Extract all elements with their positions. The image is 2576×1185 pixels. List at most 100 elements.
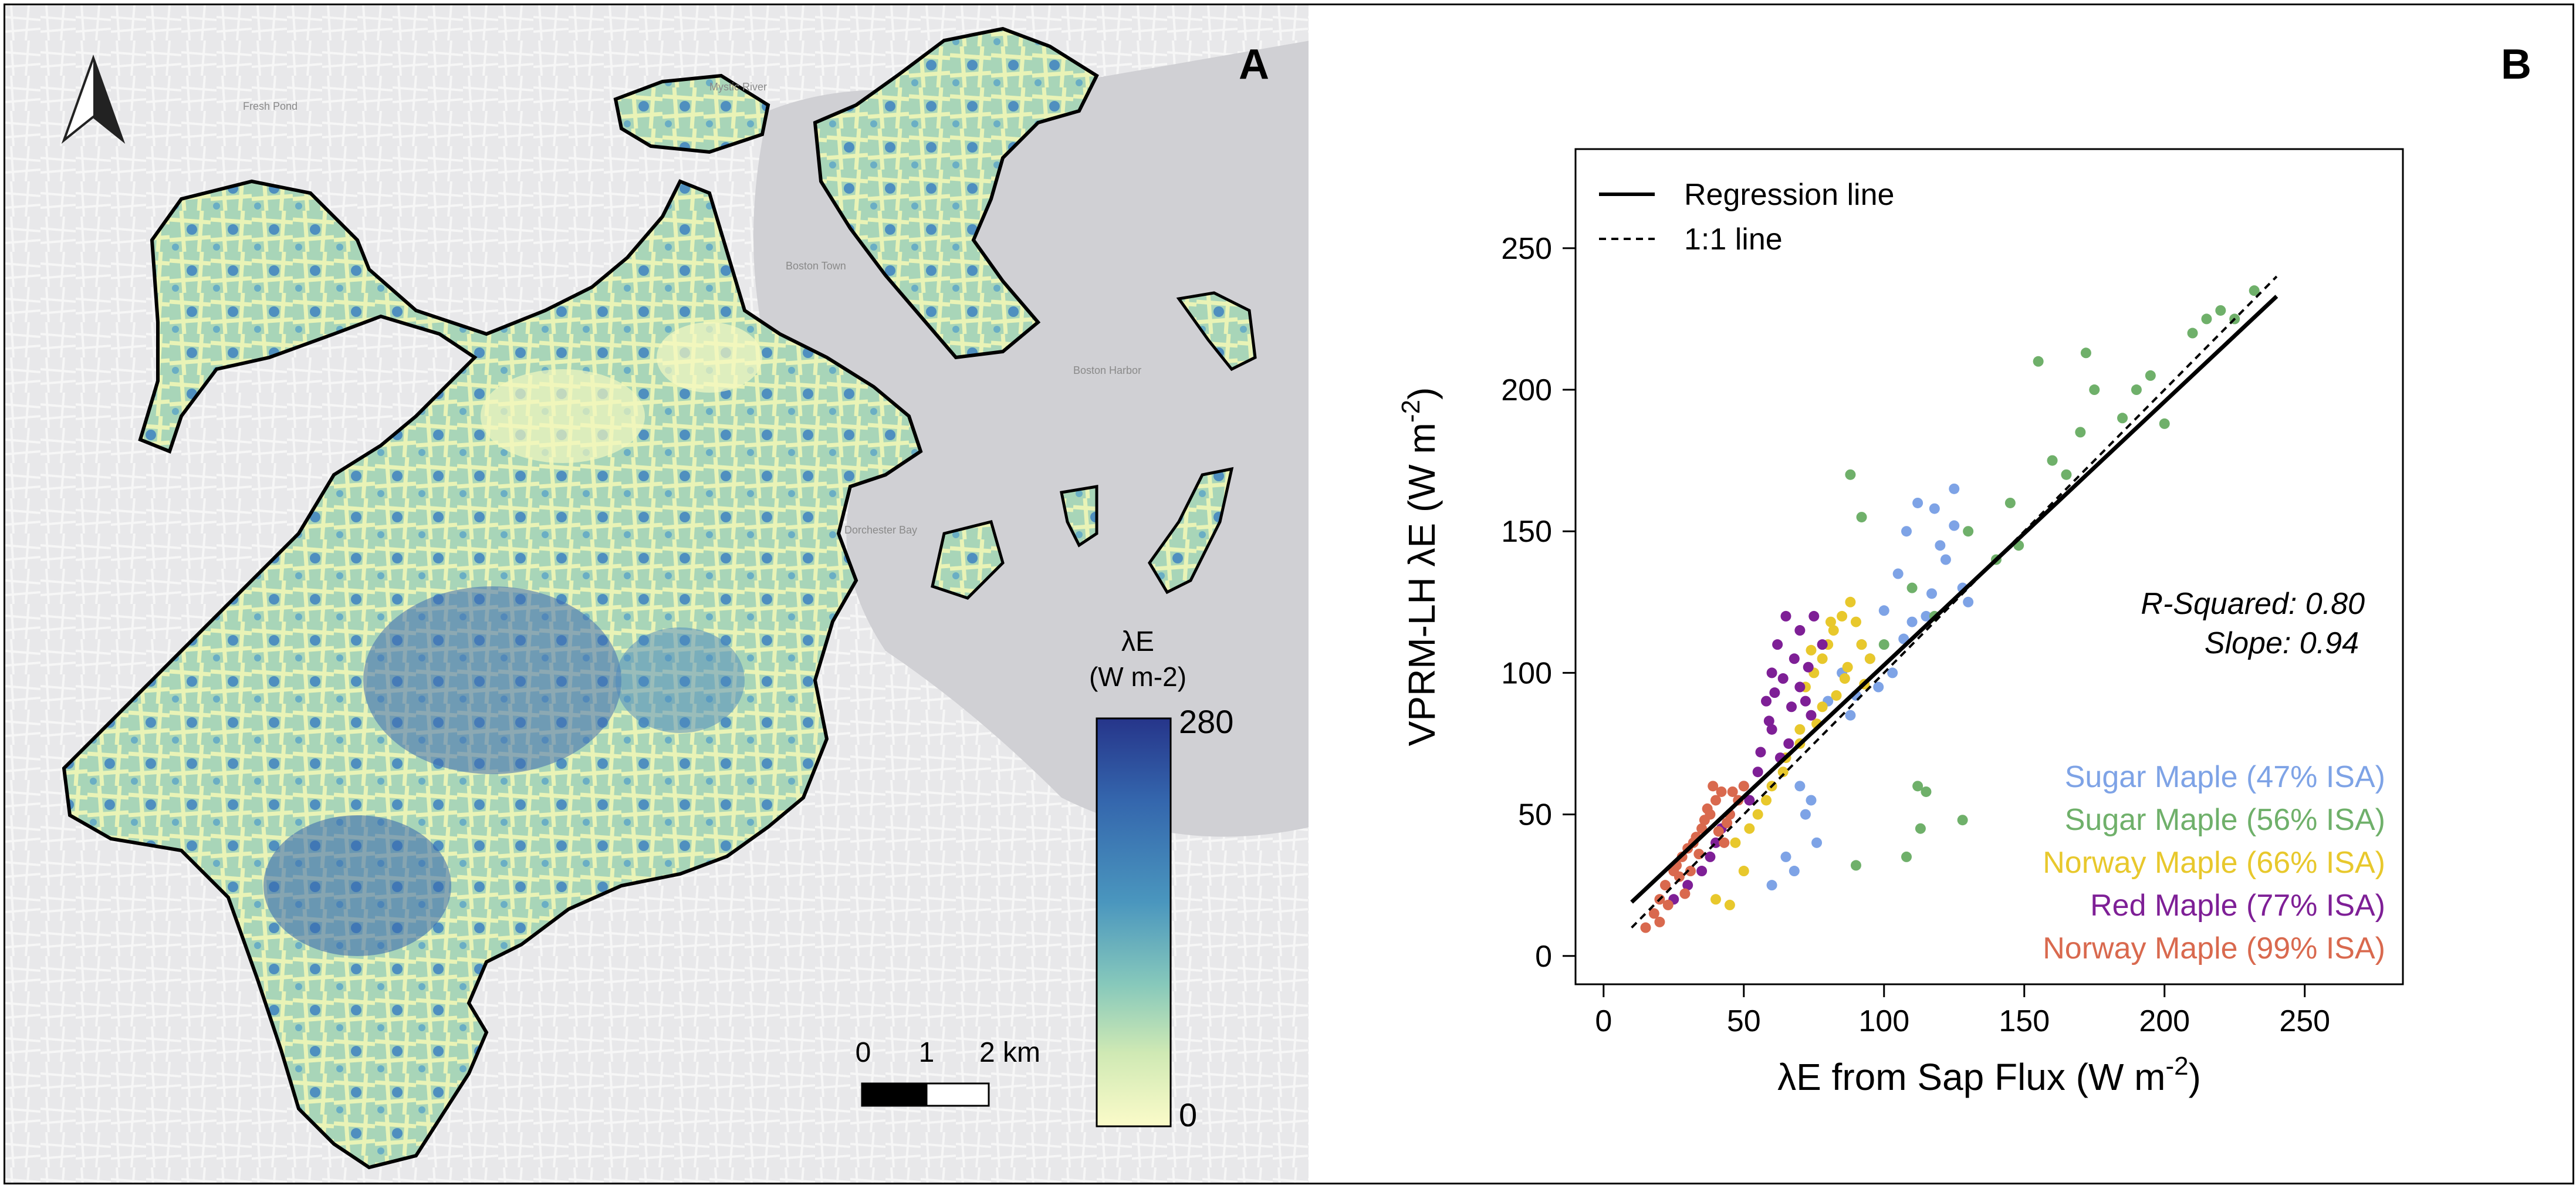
data-point xyxy=(1716,786,1727,797)
data-point xyxy=(1842,661,1853,673)
data-point xyxy=(1682,880,1693,891)
x-axis-label: λE from Sap Flux (W m-2) xyxy=(1777,1052,2201,1098)
data-point xyxy=(2080,347,2091,359)
island xyxy=(931,519,1005,600)
y-tick-label: 150 xyxy=(1501,515,1552,549)
data-point xyxy=(1710,795,1721,806)
data-point xyxy=(1738,866,1749,877)
data-point xyxy=(1786,701,1797,713)
data-point xyxy=(2033,356,2044,367)
series-legend-label: Red Maple (77% ISA) xyxy=(2090,889,2385,923)
series-legend-label: Norway Maple (66% ISA) xyxy=(2043,846,2385,880)
data-point xyxy=(1892,568,1904,579)
data-point xyxy=(1702,803,1713,814)
data-point xyxy=(1915,823,1926,834)
panel-b-chart: 0 50 100 150 200 250 0 50 100 150 200 250 λE from Sa… xyxy=(1309,4,2574,1184)
map-label: Dorchester Bay xyxy=(844,524,917,536)
data-point xyxy=(1713,826,1724,837)
scale-label-0: 0 xyxy=(856,1037,871,1068)
data-point xyxy=(1864,653,1875,664)
data-point xyxy=(1921,786,1932,797)
data-point xyxy=(1901,851,1912,862)
data-point xyxy=(1752,767,1763,778)
data-point xyxy=(1780,610,1791,622)
map-label: Mystic River xyxy=(709,81,767,93)
y-axis-label: VPRM-LH λE (W m-2) xyxy=(1397,387,1443,747)
data-point xyxy=(1777,673,1789,684)
data-point xyxy=(1887,667,1898,678)
data-point xyxy=(1794,781,1806,792)
charlestown-region xyxy=(613,73,770,154)
series-legend: Sugar Maple (47% ISA) Sugar Maple (56% IS… xyxy=(2043,760,2385,965)
map-label: Boston Harbor xyxy=(1073,364,1141,376)
data-point xyxy=(1755,747,1766,758)
data-point xyxy=(2249,285,2260,296)
legend-max: 280 xyxy=(1179,703,1233,740)
scatter-chart: 0 50 100 150 200 250 0 50 100 150 200 250 λE from Sa… xyxy=(1397,148,2404,1098)
data-point xyxy=(1845,710,1856,721)
data-point xyxy=(1766,667,1777,678)
x-tick-label: 50 xyxy=(1727,1004,1761,1038)
stat-annotation: Slope: 0.94 xyxy=(2205,626,2359,660)
y-tick-label: 50 xyxy=(1518,798,1552,832)
axes: 0 50 100 150 200 250 0 50 100 150 200 250 λE from Sa… xyxy=(1397,148,2404,1098)
data-point xyxy=(1906,582,1918,593)
data-point xyxy=(1696,866,1708,877)
data-point xyxy=(1845,469,1856,480)
data-point xyxy=(2047,455,2058,466)
x-tick-label: 0 xyxy=(1595,1004,1612,1038)
data-point xyxy=(1817,639,1828,650)
data-point xyxy=(1806,644,1817,656)
data-point xyxy=(1856,639,1867,650)
x-tick-label: 100 xyxy=(1858,1004,1909,1038)
panel-a-letter: A xyxy=(1239,41,1269,88)
data-point xyxy=(2131,384,2142,396)
data-point xyxy=(1940,554,1951,565)
data-point xyxy=(1856,512,1867,523)
island xyxy=(1148,467,1234,595)
series-legend-label: Sugar Maple (47% ISA) xyxy=(2065,760,2385,794)
series-legend-label: Norway Maple (99% ISA) xyxy=(2043,931,2385,965)
data-point xyxy=(1811,837,1823,848)
data-point xyxy=(1825,616,1836,627)
data-point xyxy=(1806,795,1817,806)
legend-title: λE xyxy=(1121,626,1154,657)
data-point xyxy=(1744,823,1755,834)
data-point xyxy=(1761,696,1772,707)
data-point xyxy=(1794,724,1806,735)
data-point xyxy=(1659,880,1671,891)
data-point xyxy=(1744,795,1755,806)
data-point xyxy=(1705,851,1716,862)
x-tick-label: 200 xyxy=(2139,1004,2190,1038)
island xyxy=(1176,291,1257,372)
y-tick-label: 100 xyxy=(1501,656,1552,690)
data-point xyxy=(1926,588,1938,599)
data-point xyxy=(1752,809,1763,820)
data-point xyxy=(1850,616,1861,627)
map-label: Fresh Pond xyxy=(243,100,298,112)
x-tick-label: 150 xyxy=(1999,1004,2050,1038)
data-point xyxy=(2159,418,2170,429)
data-point xyxy=(1640,922,1651,933)
data-point xyxy=(1803,661,1814,673)
data-points xyxy=(1640,285,2260,933)
scale-bar: 0 1 2 km xyxy=(856,1037,1040,1107)
data-point xyxy=(1727,786,1738,797)
annotation: R-Squared: 0.80 Slope: 0.94 xyxy=(2141,587,2365,660)
data-point xyxy=(1845,596,1856,607)
data-point xyxy=(1957,815,1968,826)
high-le-area xyxy=(616,627,745,733)
data-point xyxy=(1654,916,1665,927)
data-point xyxy=(1780,851,1791,862)
data-point xyxy=(1817,701,1828,713)
data-point xyxy=(1761,795,1772,806)
data-point xyxy=(1800,809,1811,820)
data-point xyxy=(2089,384,2100,396)
data-point xyxy=(1794,681,1806,693)
data-point xyxy=(1763,715,1774,727)
identity-line xyxy=(1631,275,2278,929)
data-point xyxy=(1878,605,1889,616)
data-point xyxy=(1772,639,1783,650)
data-point xyxy=(1817,653,1828,664)
data-point xyxy=(1949,483,1960,494)
